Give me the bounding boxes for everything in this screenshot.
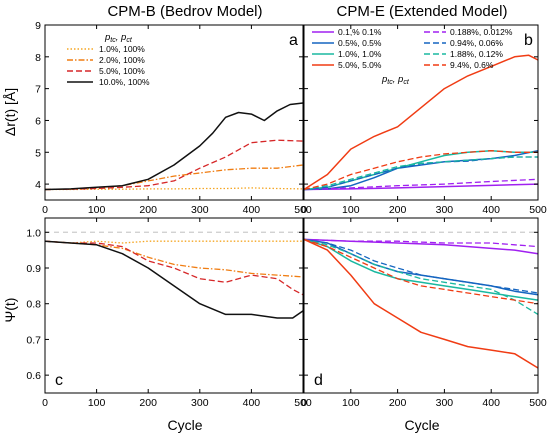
y-tick-label: 6 [35,115,41,127]
x-tick-label: 200 [139,204,157,216]
series-line-a [44,164,304,191]
x-tick-label: 200 [389,397,407,409]
y-tick-label: 0.7 [26,334,41,346]
y-axis-title-top: Δr(t) [Å] [2,88,18,136]
x-tick-label: 500 [294,204,312,216]
legend: ptc, pct 0.1,% 0.1%0.5%, 0.5%1.0%, 1.0%5.… [312,27,513,86]
x-tick-label: 200 [139,397,157,409]
legend-label: 10.0%, 100% [99,77,150,87]
panel-letter: a [289,32,298,49]
y-axis-title-bottom: Ψ(t) [2,298,18,323]
series-line-c [44,240,304,319]
series-line-b [303,54,539,191]
y-tick-label: 0.6 [26,370,41,382]
panel-b: 0 100 200 300 400 500 b ptc, pct 0.1,% 0.1%0.5%,… [301,24,547,216]
y-tick-label: 0.9 [26,263,41,275]
legend-label: 0.188%, 0.012% [450,27,513,37]
legend-label: 0.1,% 0.1% [338,27,382,37]
series-line-b [303,150,538,191]
panel-letter: c [55,372,63,389]
series-line-b [303,178,539,191]
x-tick-label: 300 [436,204,454,216]
x-tick-label: 300 [191,397,209,409]
series-line-d [303,238,539,301]
series-line-a [45,187,304,191]
panel-letter: b [524,32,533,49]
x-axis-title-right: Cycle [404,417,439,433]
legend-label: 9.4%, 0.6% [450,60,494,70]
x-tick-label: 0 [301,397,307,409]
series-line-d [303,238,539,305]
series-line-a [44,102,304,191]
x-tick-label: 100 [342,397,360,409]
x-tick-label: 400 [243,397,261,409]
legend-label: 0.94%, 0.06% [450,38,503,48]
legend-label: 0.5%, 0.5% [338,38,382,48]
axes-frame [303,217,539,394]
legend-title: ptc, pct [381,74,410,86]
axes-frame [303,24,539,201]
series-line-c [44,240,303,244]
x-tick-label: 300 [436,397,454,409]
y-tick-label: 4 [35,179,41,191]
x-tick-label: 400 [243,204,261,216]
left-panel-title: CPM-B (Bedrov Model) [107,3,262,20]
y-tick-label: 9 [35,20,41,32]
axes-frame [44,217,304,394]
x-tick-label: 400 [482,204,500,216]
x-tick-label: 100 [88,397,106,409]
series-line-b [303,183,539,191]
x-tick-label: 300 [191,204,209,216]
y-tick-label: 0.8 [26,299,41,311]
series-line-b [303,156,538,191]
legend-label: 1.88%, 0.12% [450,49,503,59]
legend-title: ptc, pct [104,32,133,44]
x-tick-label: 0 [42,397,48,409]
y-tick-label: 1.0 [26,227,41,239]
panel-letter: d [314,372,323,389]
x-tick-label: 500 [529,204,547,216]
x-tick-label: 500 [294,397,312,409]
series-line-c [44,240,304,296]
panel-c: 0 100 200 300 400 500 0.6 0.7 0.8 0.9 1.0 c [26,217,312,409]
y-tick-label: 7 [35,84,41,96]
x-tick-label: 200 [389,204,407,216]
series-line-d [303,238,539,315]
legend-label: 5.0%, 100% [99,66,145,76]
y-tick-label: 8 [35,52,41,64]
x-tick-label: 500 [529,397,547,409]
right-panel-title: CPM-E (Extended Model) [337,3,508,20]
panel-d: 0 100 200 300 400 500 d [301,217,547,409]
x-tick-label: 100 [342,204,360,216]
x-tick-label: 0 [301,204,307,216]
x-tick-label: 0 [42,204,48,216]
axes-frame [44,24,304,201]
series-line-d [303,238,539,248]
x-axis-title-left: Cycle [167,417,202,433]
x-tick-label: 100 [88,204,106,216]
legend-label: 1.0%, 1.0% [338,49,382,59]
legend-label: 5.0%, 5.0% [338,60,382,70]
legend-label: 1.0%, 100% [99,44,145,54]
series-line-d [303,238,539,294]
series-line-c [44,240,304,278]
series-line-d [303,238,539,369]
series-line-a [44,139,304,191]
y-tick-label: 5 [35,147,41,159]
x-tick-label: 400 [482,397,500,409]
legend-label: 2.0%, 100% [99,55,145,65]
